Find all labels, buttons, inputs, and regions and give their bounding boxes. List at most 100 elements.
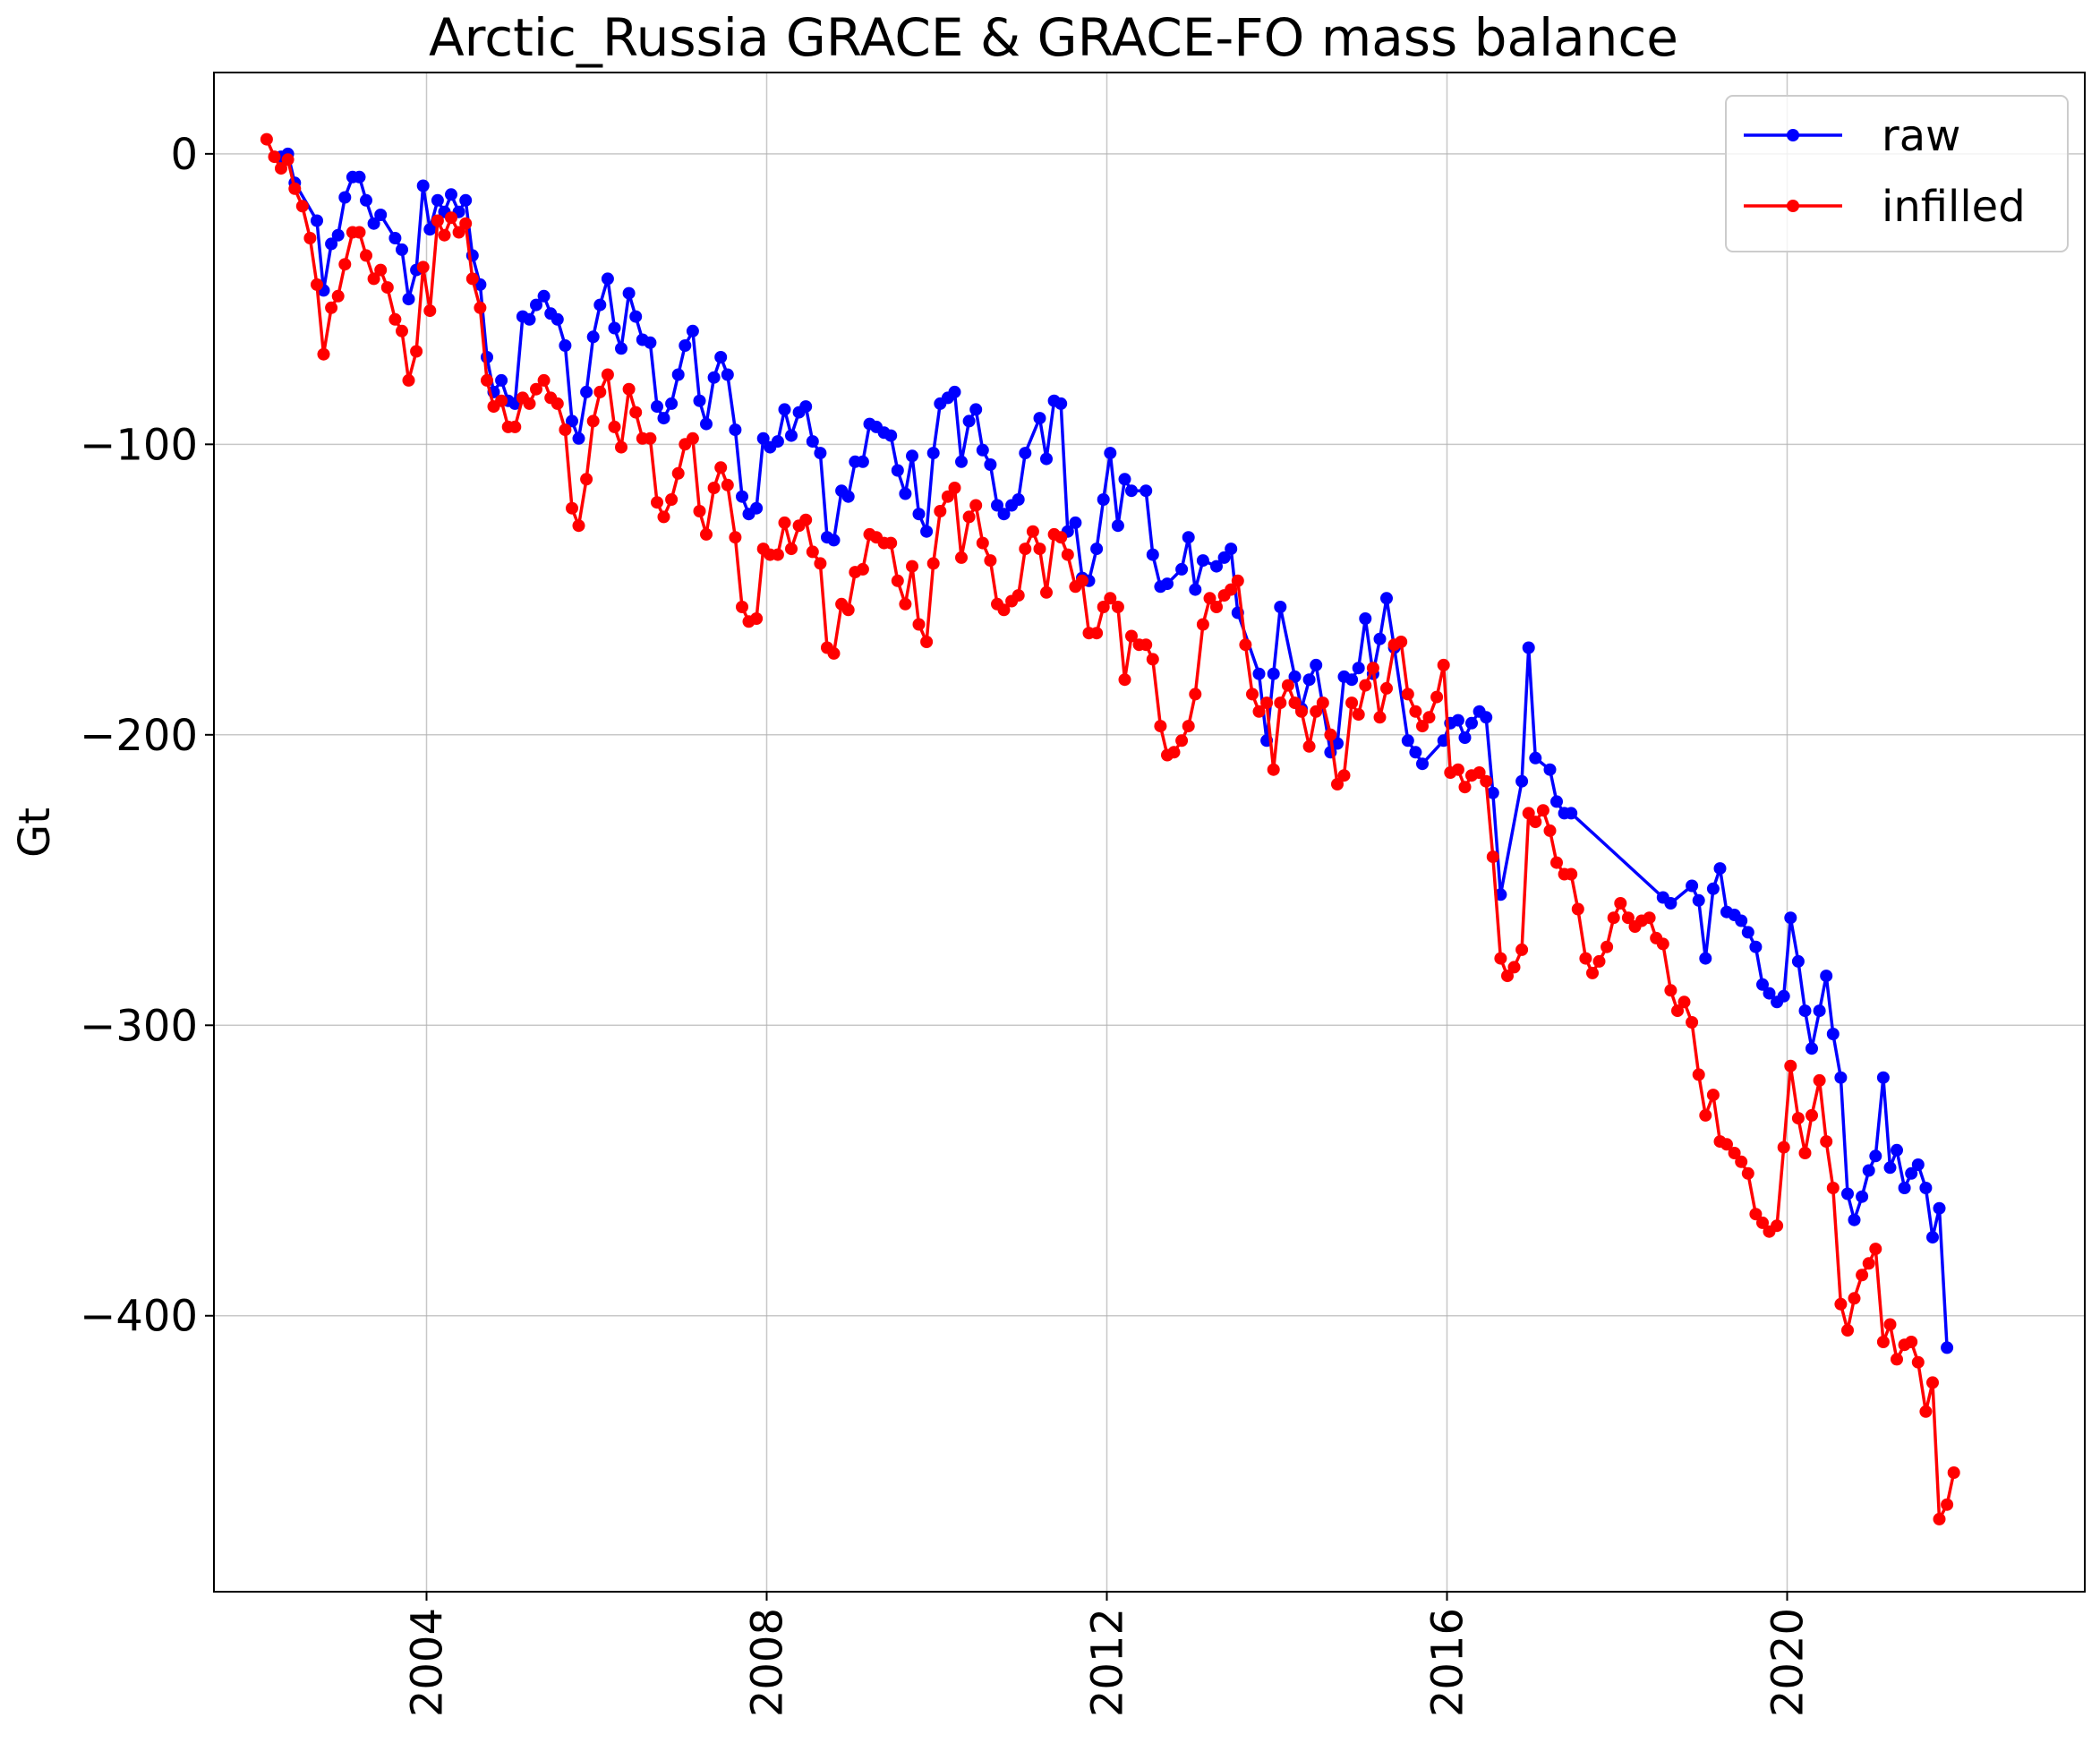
x-tick-label: 2012	[1083, 1608, 1133, 1717]
data-point-raw	[991, 499, 1003, 512]
data-point-infilled	[1019, 543, 1032, 556]
data-point-raw	[1692, 893, 1705, 907]
data-point-raw	[1834, 1071, 1848, 1084]
data-point-infilled	[1097, 601, 1110, 613]
data-point-infilled	[1522, 807, 1535, 820]
data-point-infilled	[665, 493, 679, 506]
data-point-raw	[572, 431, 585, 445]
data-point-infilled	[1741, 1166, 1754, 1180]
data-point-infilled	[1210, 601, 1223, 613]
data-point-raw	[1196, 554, 1209, 568]
data-point-infilled	[1919, 1405, 1933, 1418]
data-point-raw	[1033, 412, 1046, 425]
data-point-raw	[1310, 658, 1323, 671]
data-point-infilled	[1529, 816, 1542, 829]
data-point-raw	[566, 414, 578, 428]
data-point-raw	[586, 330, 600, 344]
data-point-infilled	[1302, 739, 1316, 753]
data-point-raw	[416, 179, 430, 192]
data-point-infilled	[593, 385, 607, 398]
data-point-raw	[651, 400, 663, 414]
data-point-infilled	[771, 548, 784, 561]
data-point-infilled	[530, 382, 542, 396]
data-point-raw	[984, 458, 997, 471]
data-point-infilled	[331, 289, 345, 303]
data-point-raw	[1012, 493, 1025, 506]
data-point-infilled	[1458, 781, 1472, 794]
data-point-infilled	[580, 473, 593, 486]
data-point-raw	[629, 310, 643, 323]
data-point-infilled	[1664, 984, 1677, 997]
data-point-infilled	[275, 162, 287, 175]
data-point-raw	[1777, 989, 1790, 1003]
y-tick-label: −200	[80, 711, 198, 761]
data-point-infilled	[303, 232, 317, 244]
data-point-infilled	[1728, 1147, 1741, 1159]
data-point-infilled	[1856, 1269, 1869, 1282]
data-point-raw	[608, 321, 621, 335]
data-point-raw	[601, 272, 614, 286]
data-point-infilled	[1409, 705, 1422, 718]
data-point-raw	[1189, 583, 1202, 596]
data-point-infilled	[920, 636, 934, 648]
data-point-raw	[1225, 543, 1238, 556]
data-point-infilled	[423, 304, 437, 318]
data-point-raw	[1175, 562, 1189, 576]
data-point-infilled	[1337, 769, 1351, 782]
data-point-raw	[1741, 926, 1754, 939]
data-point-infilled	[1140, 638, 1153, 652]
data-point-infilled	[445, 211, 457, 225]
data-point-infilled	[1295, 705, 1308, 718]
data-point-infilled	[750, 612, 764, 625]
data-point-infilled	[622, 382, 636, 396]
data-point-infilled	[1735, 1155, 1748, 1168]
data-point-raw	[331, 228, 345, 242]
data-point-infilled	[431, 214, 444, 227]
data-point-infilled	[686, 431, 699, 445]
data-point-infilled	[1911, 1355, 1925, 1369]
data-point-infilled	[926, 557, 940, 570]
data-point-infilled	[1699, 1108, 1712, 1122]
data-point-infilled	[523, 397, 536, 410]
data-point-raw	[771, 435, 784, 449]
data-point-infilled	[976, 536, 989, 550]
data-point-raw	[445, 188, 457, 201]
data-point-raw	[721, 368, 734, 381]
data-point-raw	[1054, 397, 1068, 410]
data-point-raw	[948, 385, 961, 398]
data-point-raw	[1664, 897, 1677, 910]
data-point-raw	[1784, 911, 1797, 925]
data-point-raw	[1891, 1143, 1903, 1157]
data-point-infilled	[912, 618, 926, 631]
data-point-infilled	[1592, 954, 1606, 968]
data-point-raw	[1401, 734, 1414, 748]
data-point-raw	[1749, 940, 1763, 953]
data-point-infilled	[495, 394, 508, 407]
data-point-raw	[1791, 954, 1805, 968]
data-point-infilled	[1501, 970, 1514, 983]
data-point-infilled	[1416, 720, 1429, 733]
data-point-infilled	[281, 153, 295, 167]
data-point-infilled	[1706, 1089, 1720, 1102]
data-point-raw	[1898, 1182, 1911, 1194]
data-point-raw	[1550, 795, 1563, 808]
data-point-raw	[353, 170, 366, 184]
data-point-infilled	[1905, 1336, 1918, 1348]
data-point-infilled	[474, 301, 487, 314]
data-point-raw	[1763, 987, 1776, 1000]
data-point-infilled	[288, 182, 302, 195]
data-point-infilled	[841, 603, 855, 617]
data-point-infilled	[1947, 1466, 1960, 1479]
y-tick-label: −100	[80, 420, 198, 470]
data-point-raw	[671, 368, 685, 381]
data-point-raw	[1210, 560, 1223, 573]
data-point-raw	[969, 403, 983, 416]
data-point-infilled	[984, 554, 997, 568]
data-point-raw	[523, 312, 536, 326]
data-point-infilled	[416, 261, 430, 274]
data-point-raw	[906, 449, 918, 463]
data-point-infilled	[1401, 688, 1414, 701]
data-point-infilled	[360, 249, 372, 262]
data-point-infilled	[1061, 548, 1074, 561]
data-point-infilled	[1805, 1108, 1818, 1122]
